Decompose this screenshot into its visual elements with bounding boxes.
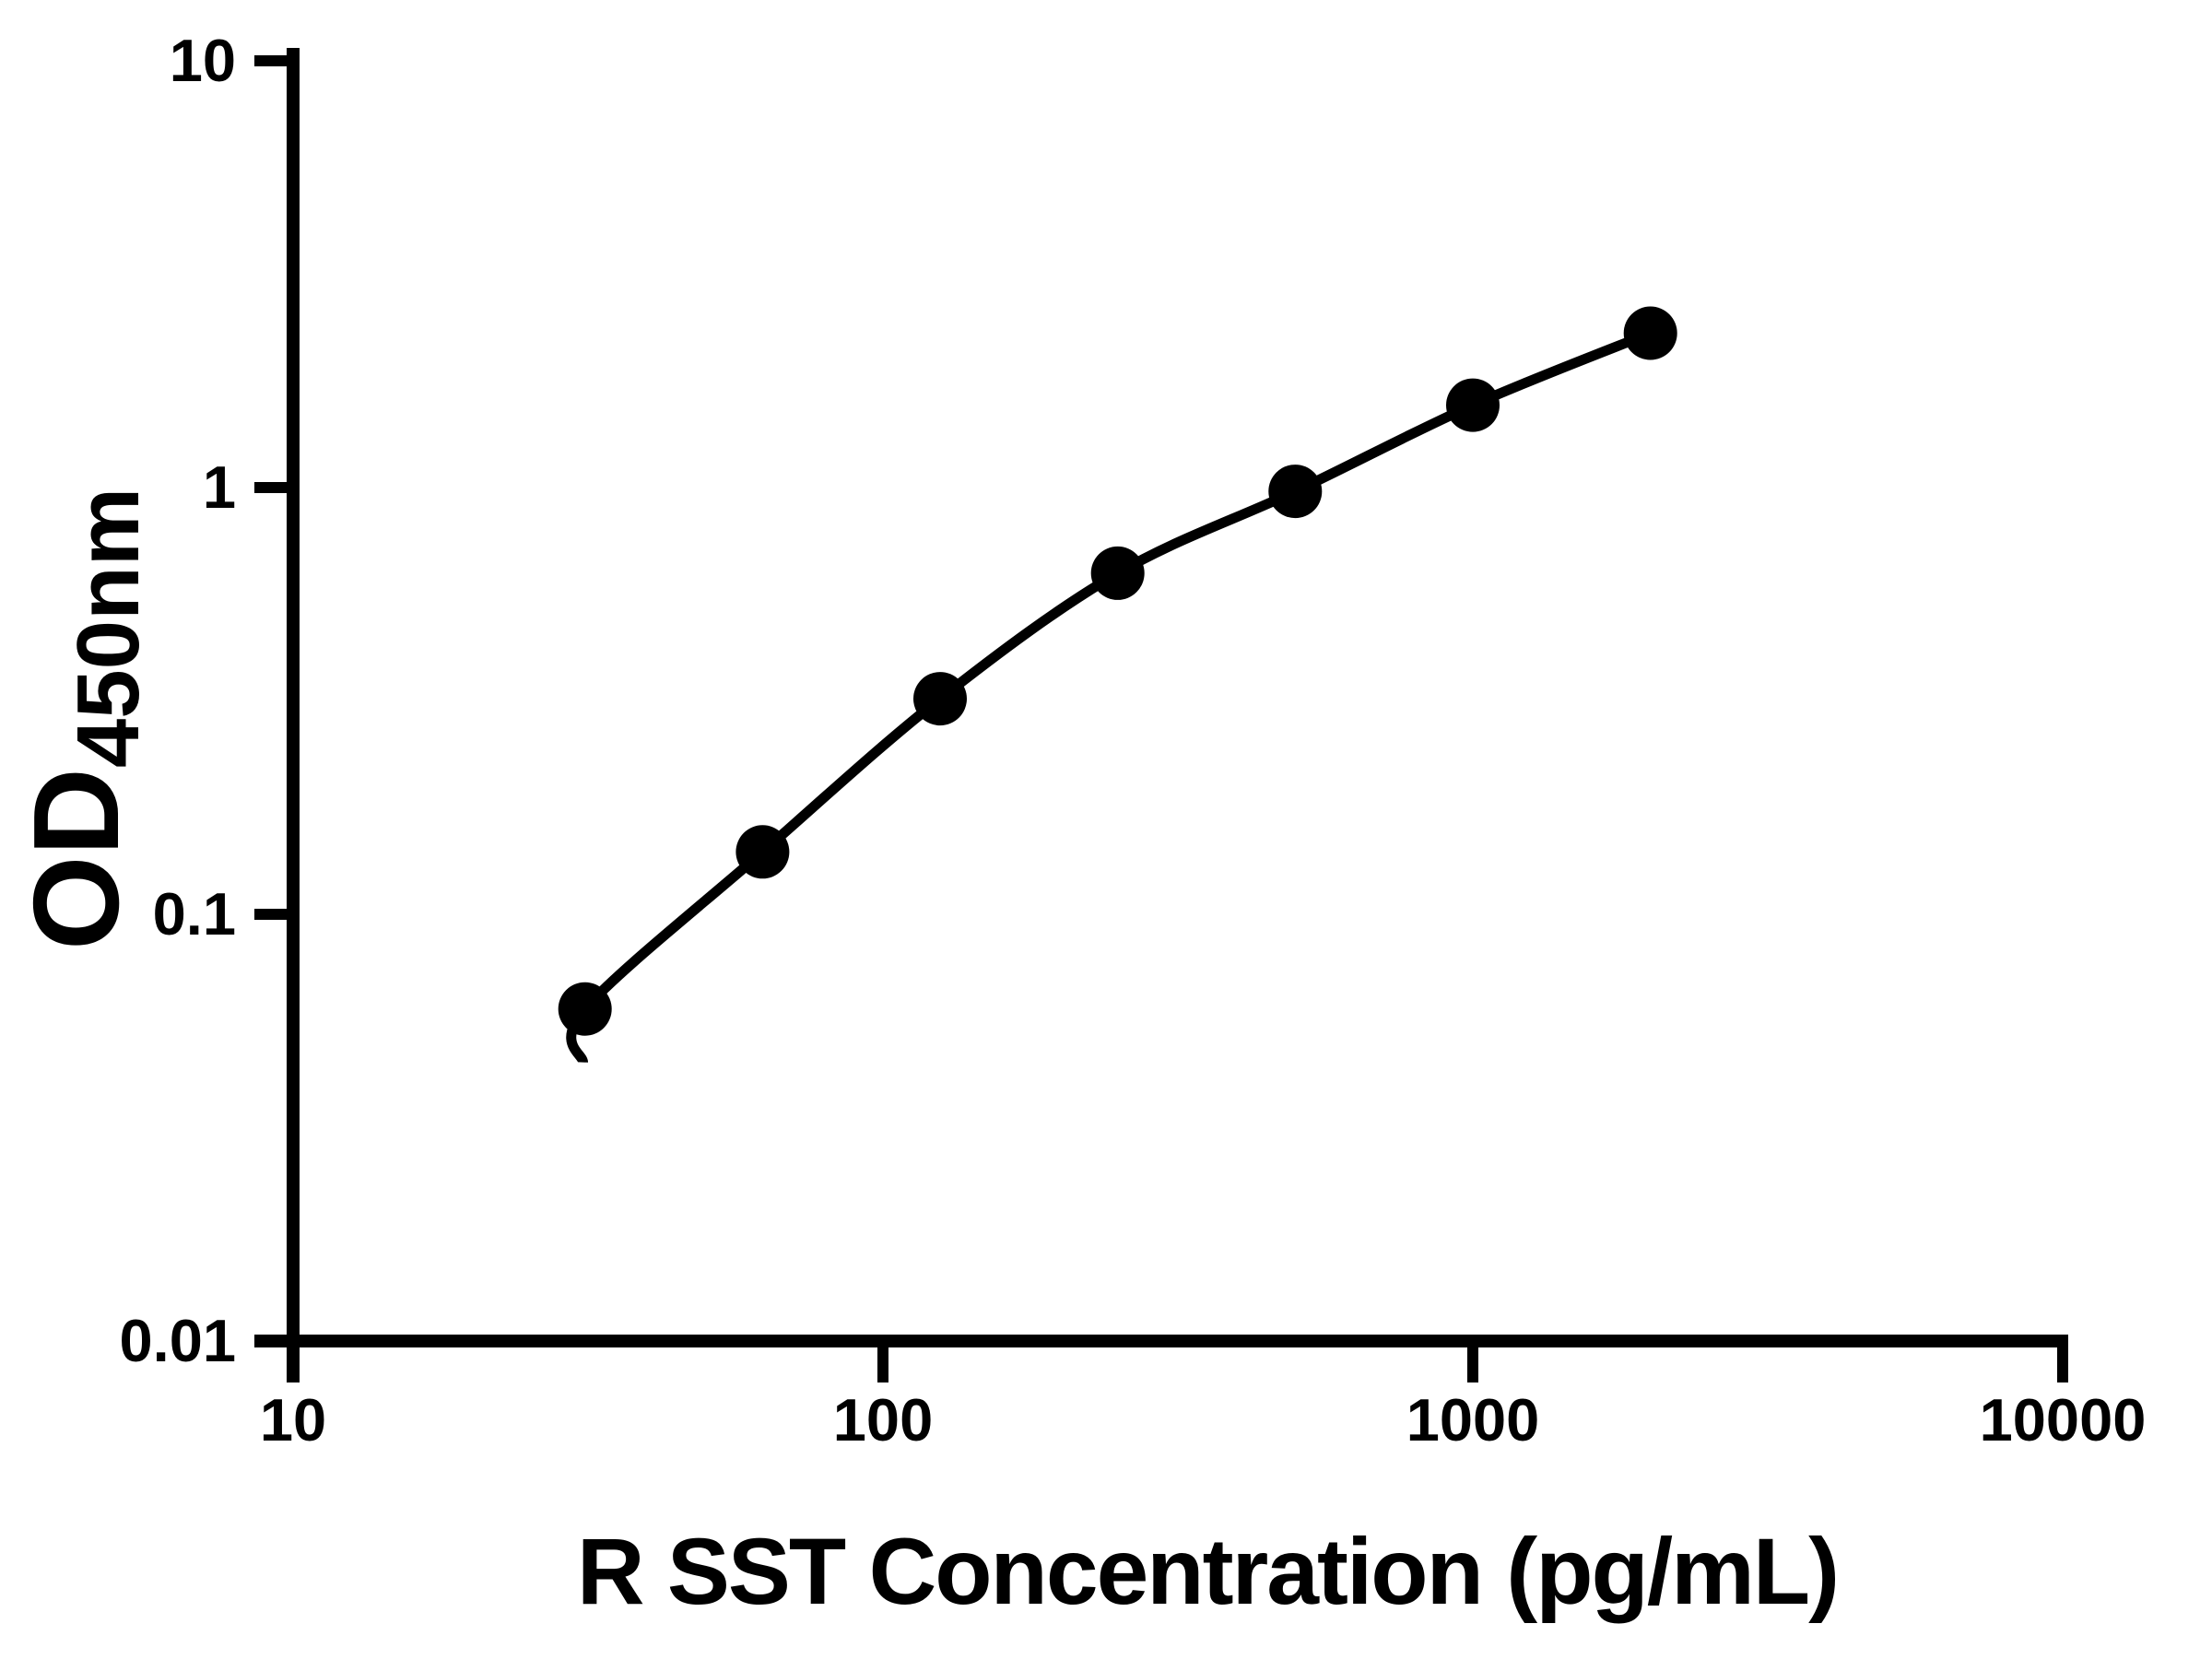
- x-tick-label: 10: [260, 1386, 326, 1453]
- data-point: [913, 672, 967, 726]
- y-axis-title-subscript: 450nm: [59, 488, 158, 768]
- data-point: [1446, 378, 1500, 432]
- y-tick-label: 10: [170, 27, 236, 94]
- y-tick-label: 0.01: [119, 1307, 236, 1374]
- y-tick-label: 0.1: [153, 880, 236, 947]
- y-tick-label: 1: [203, 453, 236, 521]
- data-point: [558, 982, 612, 1036]
- x-tick-label: 10000: [1980, 1386, 2147, 1453]
- x-axis-tick-labels: 10 100 1000 10000: [260, 1386, 2147, 1453]
- y-axis-title-main: OD: [8, 768, 144, 950]
- y-axis-tick-labels: 0.01 0.1 1 10: [119, 27, 236, 1374]
- fit-curve: [566, 328, 1653, 1064]
- data-point: [735, 825, 790, 879]
- data-point: [1623, 306, 1677, 360]
- x-axis-title: R SST Concentration (pg/mL): [577, 1519, 1838, 1624]
- x-tick-label: 100: [833, 1386, 933, 1453]
- data-points: [558, 306, 1677, 1036]
- data-point: [1090, 546, 1145, 600]
- x-axis-ticks: [288, 1341, 2068, 1382]
- y-axis-ticks: [254, 55, 293, 1347]
- y-axis-title: OD450nm: [8, 488, 158, 950]
- x-tick-label: 1000: [1406, 1386, 1540, 1453]
- data-point: [1268, 465, 1323, 519]
- axes: 10 100 1000 10000 0.01 0.1 1 10: [119, 27, 2146, 1453]
